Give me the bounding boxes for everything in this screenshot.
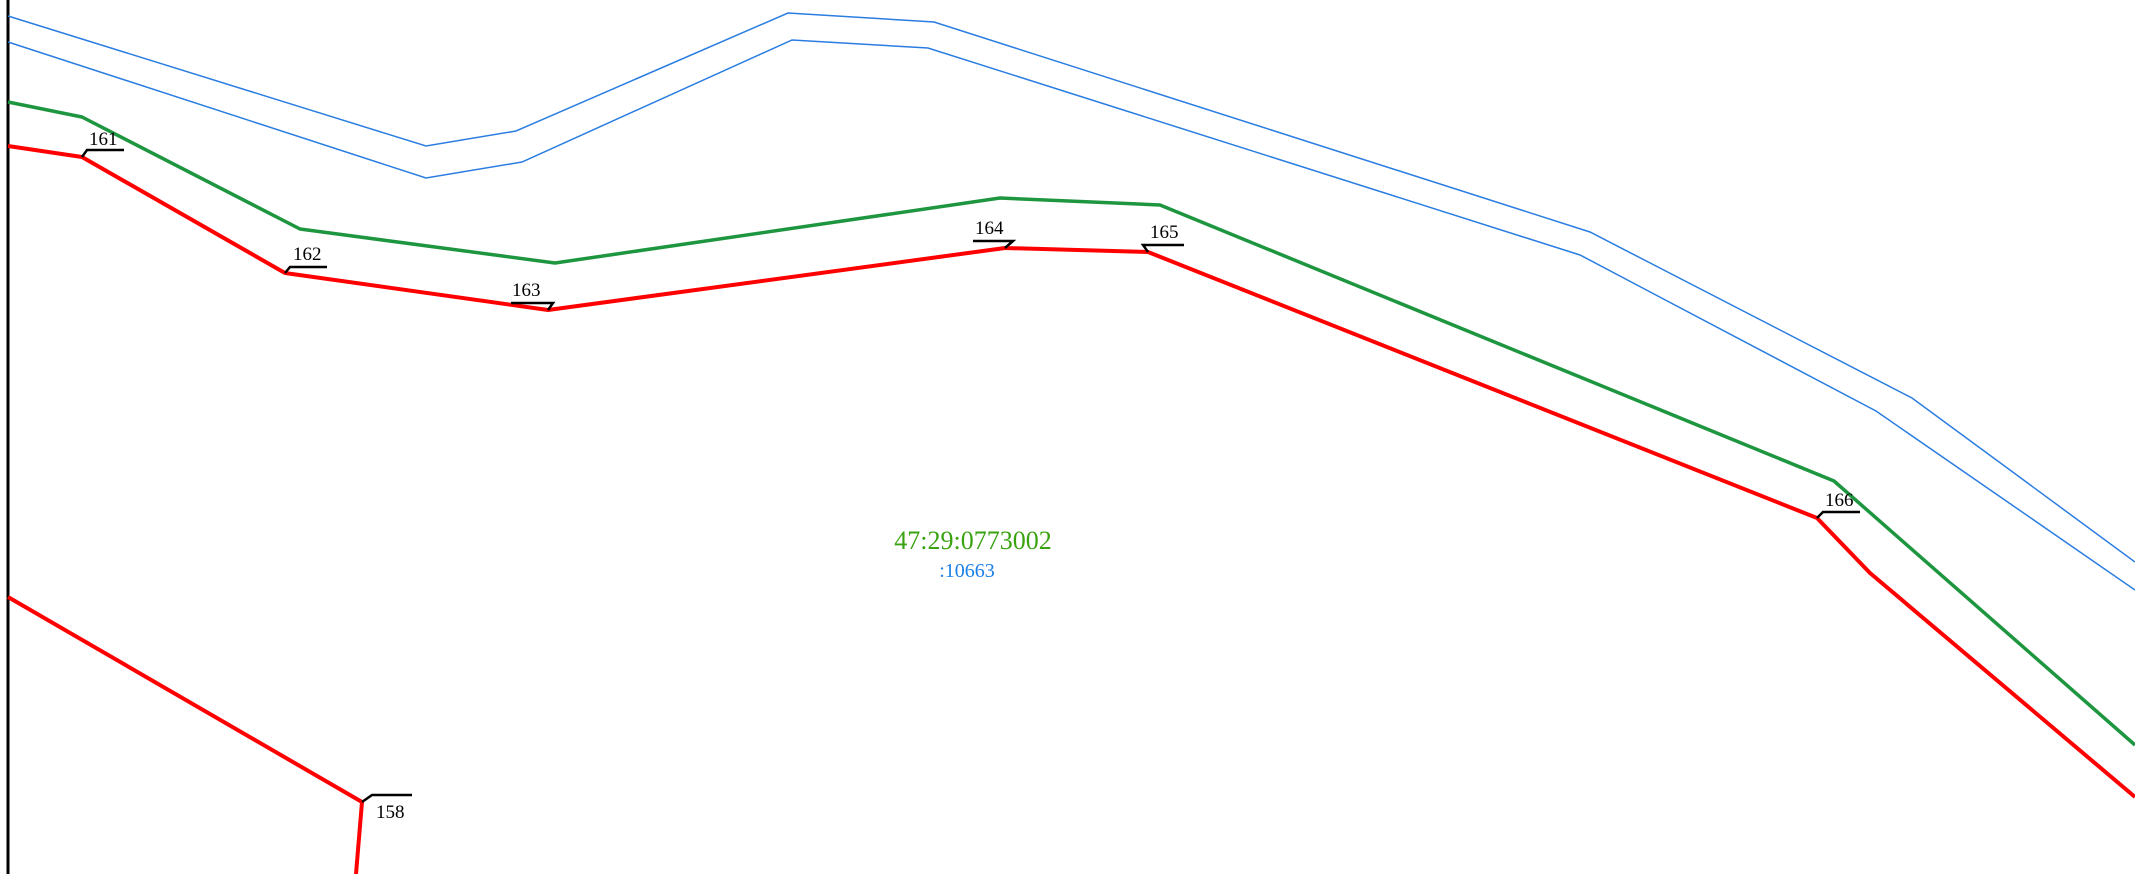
boundary-point-163: 163	[511, 280, 556, 311]
point-label: 161	[89, 129, 118, 150]
point-label: 163	[512, 280, 541, 301]
boundary-point-164: 164	[973, 218, 1017, 249]
point-marker	[511, 301, 556, 311]
road-line-lower	[7, 39, 2135, 591]
point-marker	[1140, 243, 1184, 253]
boundary-point-166: 166	[1816, 490, 1860, 519]
point-marker	[1816, 510, 1860, 519]
parcel-boundary-lower	[6, 595, 364, 874]
point-marker	[973, 239, 1017, 249]
point-marker	[284, 265, 327, 274]
boundary-point-162: 162	[284, 244, 327, 274]
point-marker	[361, 793, 412, 804]
point-marker	[80, 148, 124, 158]
parcel-number: :10663	[939, 560, 995, 582]
boundary-point-165: 165	[1140, 222, 1184, 253]
point-label: 164	[975, 218, 1004, 239]
point-label: 166	[1825, 490, 1854, 511]
cadastral-quarter-number: 47:29:0773002	[894, 526, 1051, 555]
boundary-point-158: 158	[361, 793, 412, 823]
point-label: 165	[1150, 222, 1179, 243]
adjacent-parcel-boundary	[7, 100, 2135, 747]
point-label: 158	[376, 802, 405, 823]
point-label: 162	[293, 244, 322, 265]
boundary-point-161: 161	[80, 129, 124, 158]
road-line-upper	[7, 12, 2135, 563]
parcel-boundary-upper	[7, 144, 2135, 799]
